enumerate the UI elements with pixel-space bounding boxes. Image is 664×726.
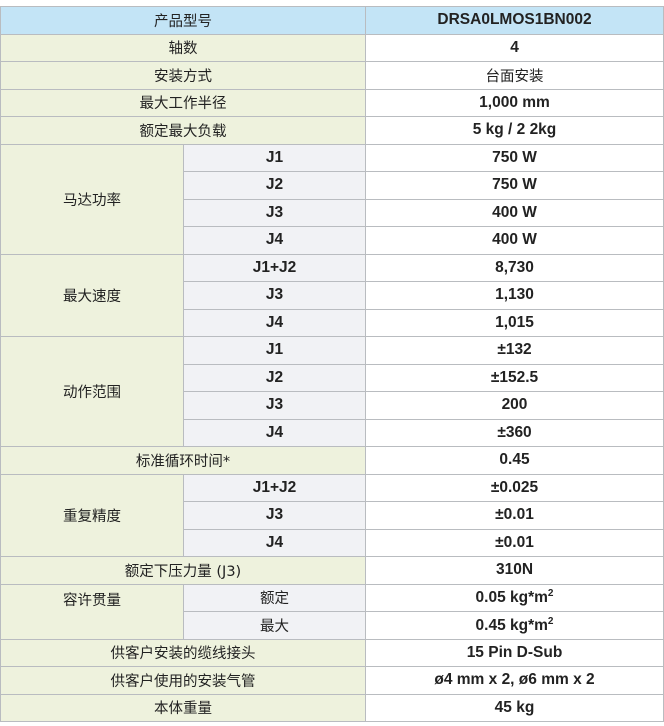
group-label: 重复精度: [0, 473, 184, 557]
table-row: 马达功率 J1 750 W: [0, 143, 664, 255]
row-label: 供客户安装的缆线接头: [0, 638, 366, 667]
sub-label: J2: [183, 363, 366, 392]
group-label: 动作范围: [0, 336, 184, 447]
row-value: 0.45 kg*m2: [365, 611, 664, 640]
group-label: 马达功率: [0, 143, 184, 255]
row-label: 最大工作半径: [0, 88, 366, 117]
sub-label: J4: [183, 418, 366, 447]
table-row: 安装方式 台面安装: [0, 61, 664, 90]
row-value: ±132: [365, 336, 664, 365]
group-label: 容许贯量: [0, 583, 184, 640]
row-value: 400 W: [365, 226, 664, 255]
row-value: 200: [365, 391, 664, 420]
sub-label: J4: [183, 308, 366, 337]
sub-label: J1: [183, 143, 366, 172]
table-row: J4 1,015: [1, 308, 664, 337]
row-value: 1,130: [365, 281, 664, 310]
value-text: 0.45 kg*m: [475, 616, 548, 634]
row-value: 0.45: [365, 446, 664, 475]
sub-label: 最大: [183, 611, 366, 640]
row-value: 1,015: [365, 308, 664, 337]
table-row: 重复精度 J1+J2 ±0.025: [0, 473, 664, 557]
sub-label: J1+J2: [183, 253, 366, 282]
sub-label: J4: [183, 226, 366, 255]
sub-label: J3: [183, 501, 366, 530]
table-row: 动作范围 J1 ±132: [0, 336, 664, 447]
table-row: J3 1,130: [1, 281, 664, 310]
table-row: J4 ±0.01: [1, 528, 664, 557]
sub-label: J1: [183, 336, 366, 365]
table-row: 标准循环时间* 0.45: [0, 446, 664, 475]
table-row: 最大速度 J1+J2 8,730: [0, 253, 664, 337]
sub-label: J3: [183, 198, 366, 227]
table-row: 本体重量 45 kg: [0, 693, 664, 722]
row-value: 750 W: [365, 171, 664, 200]
row-value: ±152.5: [365, 363, 664, 392]
row-value: ±0.01: [365, 501, 664, 530]
row-value: 0.05 kg*m2: [365, 583, 664, 612]
row-value: 400 W: [365, 198, 664, 227]
sub-label: J1+J2: [183, 473, 366, 502]
row-label: 安装方式: [0, 61, 366, 90]
row-label: 轴数: [0, 33, 366, 62]
sub-label: J3: [183, 391, 366, 420]
table-row: 轴数 4: [0, 33, 664, 62]
table-row: J4 400 W: [1, 226, 664, 255]
sub-label: J4: [183, 528, 366, 557]
row-value: 15 Pin D-Sub: [365, 638, 664, 667]
exponent: 2: [547, 615, 554, 627]
spec-table: 产品型号 DRSA0LMOS1BN002 轴数 4 安装方式 台面安装 最大工作半径 1…: [0, 6, 664, 722]
table-row: J4 ±360: [1, 418, 664, 447]
row-value: ±360: [365, 418, 664, 447]
table-row: 容许贯量 额定 0.05 kg*m2: [0, 583, 664, 640]
table-row: J2 ±152.5: [1, 363, 664, 392]
sub-label: J3: [183, 281, 366, 310]
table-row: J2 750 W: [1, 171, 664, 200]
sub-label: J2: [183, 171, 366, 200]
row-label: 供客户使用的安装气管: [0, 666, 366, 695]
row-value: ±0.01: [365, 528, 664, 557]
table-row: 供客户安装的缆线接头 15 Pin D-Sub: [0, 638, 664, 667]
row-value: 45 kg: [365, 693, 664, 722]
row-label: 本体重量: [0, 693, 366, 722]
row-label: 额定下压力量 (J3): [0, 556, 366, 585]
row-value: 8,730: [365, 253, 664, 282]
sub-label: 额定: [183, 583, 366, 612]
row-value: ±0.025: [365, 473, 664, 502]
row-label: 标准循环时间*: [0, 446, 366, 475]
table-row: 最大工作半径 1,000 mm: [0, 88, 664, 117]
row-value: ø4 mm x 2, ø6 mm x 2: [365, 666, 664, 695]
exponent: 2: [547, 588, 554, 600]
row-value: 750 W: [365, 143, 664, 172]
row-value: 310N: [365, 556, 664, 585]
model-number: DRSA0LMOS1BN002: [365, 6, 664, 35]
row-value: 台面安装: [365, 61, 664, 90]
value-text: 0.05 kg*m: [475, 589, 548, 607]
row-value: 4: [365, 33, 664, 62]
header-row: 产品型号 DRSA0LMOS1BN002: [0, 6, 664, 35]
row-value: 5 kg / 2 2kg: [365, 116, 664, 145]
table-row: 额定下压力量 (J3) 310N: [0, 556, 664, 585]
group-label: 最大速度: [0, 253, 184, 337]
table-row: J3 200: [1, 391, 664, 420]
row-value: 1,000 mm: [365, 88, 664, 117]
table-row: J3 400 W: [1, 198, 664, 227]
header-label: 产品型号: [0, 6, 366, 35]
row-label: 额定最大负载: [0, 116, 366, 145]
table-row: 供客户使用的安装气管 ø4 mm x 2, ø6 mm x 2: [0, 666, 664, 695]
table-row: 最大 0.45 kg*m2: [1, 611, 664, 640]
table-row: 额定最大负载 5 kg / 2 2kg: [0, 116, 664, 145]
